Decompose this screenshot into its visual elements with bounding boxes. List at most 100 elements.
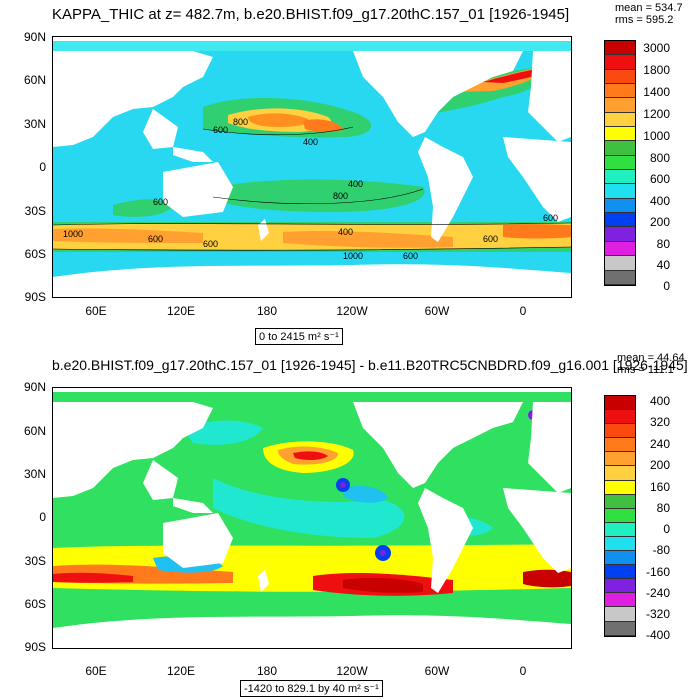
panel2-colorbar — [604, 395, 636, 637]
colorbar-label: 0 — [663, 279, 670, 293]
colorbar-swatch — [605, 508, 635, 523]
lon-tick: 60E — [85, 304, 107, 318]
colorbar-label: 320 — [649, 415, 670, 429]
contour-label: 1000 — [343, 251, 363, 261]
colorbar-swatch — [605, 579, 635, 594]
colorbar-swatch — [605, 466, 635, 481]
contour-label: 800 — [333, 191, 348, 201]
lon-tick: 0 — [519, 304, 527, 318]
contour-label: 600 — [203, 239, 218, 249]
colorbar-swatch — [605, 84, 635, 99]
colorbar-label: -320 — [645, 607, 670, 621]
colorbar-swatch — [605, 452, 635, 467]
colorbar-swatch — [605, 480, 635, 495]
colorbar-swatch — [605, 621, 635, 636]
lon-tick: 0 — [519, 664, 527, 678]
panel1-rms: rms = 595.2 — [615, 14, 674, 26]
contour-label: 400 — [338, 227, 353, 237]
panel2-map-svg — [53, 388, 571, 648]
contour-label: 600 — [483, 234, 498, 244]
lat-tick: 0 — [39, 160, 46, 174]
lat-tick: 30S — [24, 554, 46, 568]
colorbar-label: 80 — [656, 501, 670, 515]
colorbar-label: 400 — [649, 194, 670, 208]
lat-tick: 90S — [24, 640, 46, 654]
lon-tick: 180 — [256, 304, 278, 318]
colorbar-label: 1400 — [643, 85, 670, 99]
colorbar-swatch — [605, 227, 635, 242]
colorbar-label: 0 — [663, 522, 670, 536]
panel2-map — [52, 387, 572, 649]
colorbar-swatch — [605, 241, 635, 257]
contour-label: 400 — [348, 179, 363, 189]
contour-label: 600 — [148, 234, 163, 244]
colorbar-swatch — [605, 69, 635, 85]
colorbar-swatch — [605, 607, 635, 622]
colorbar-swatch — [605, 41, 635, 56]
colorbar-swatch — [605, 127, 635, 142]
lat-tick: 60S — [24, 247, 46, 261]
lon-tick: 60W — [424, 664, 450, 678]
colorbar-label: 400 — [649, 394, 670, 408]
lat-tick: 60N — [23, 424, 46, 438]
colorbar-swatch — [605, 256, 635, 271]
lon-tick: 120W — [336, 304, 368, 318]
contour-label: 600 — [213, 125, 228, 135]
colorbar-label: 200 — [649, 215, 670, 229]
colorbar-swatch — [605, 494, 635, 509]
colorbar-swatch — [605, 593, 635, 608]
panel2-mean: mean = 44.64 — [617, 352, 685, 364]
lon-tick: 120E — [166, 304, 196, 318]
colorbar-swatch — [605, 55, 635, 70]
lon-tick: 180 — [256, 664, 278, 678]
lon-tick: 60E — [85, 664, 107, 678]
colorbar-swatch — [605, 410, 635, 425]
colorbar-label: -400 — [645, 628, 670, 642]
colorbar-swatch — [605, 112, 635, 128]
colorbar-swatch — [605, 213, 635, 228]
contour-label: 800 — [233, 117, 248, 127]
colorbar-swatch — [605, 155, 635, 171]
panel2-range-label: -1420 to 829.1 by 40 m² s⁻¹ — [240, 680, 383, 697]
colorbar-label: 1800 — [643, 63, 670, 77]
contour-label: 600 — [543, 213, 558, 223]
contour-label: 1000 — [63, 229, 83, 239]
lat-tick: 30N — [23, 467, 46, 481]
colorbar-swatch — [605, 198, 635, 214]
colorbar-swatch — [605, 98, 635, 113]
lat-tick: 60S — [24, 597, 46, 611]
lat-tick: 0 — [39, 510, 46, 524]
colorbar-swatch — [605, 184, 635, 199]
lat-tick: 90N — [23, 380, 46, 394]
colorbar-label: 200 — [649, 458, 670, 472]
colorbar-label: -160 — [645, 565, 670, 579]
lon-tick: 60W — [424, 304, 450, 318]
contour-label: 400 — [303, 137, 318, 147]
lat-tick: 60N — [23, 73, 46, 87]
contour-label: 600 — [403, 251, 418, 261]
lat-tick: 30S — [24, 204, 46, 218]
colorbar-swatch — [605, 522, 635, 537]
colorbar-label: 240 — [649, 437, 670, 451]
colorbar-swatch — [605, 565, 635, 580]
colorbar-swatch — [605, 170, 635, 185]
colorbar-label: 80 — [656, 237, 670, 251]
panel1-map-svg: 800 600 400 400 800 600 600 1000 600 600… — [53, 37, 571, 297]
colorbar-label: 600 — [649, 172, 670, 186]
panel1-map: 800 600 400 400 800 600 600 1000 600 600… — [52, 36, 572, 298]
colorbar-label: -240 — [645, 586, 670, 600]
colorbar-swatch — [605, 141, 635, 156]
panel2-title: b.e20.BHIST.f09_g17.20thC.157_01 [1926-1… — [52, 357, 688, 373]
colorbar-label: -80 — [652, 543, 670, 557]
lat-tick: 30N — [23, 117, 46, 131]
lat-tick: 90S — [24, 290, 46, 304]
colorbar-swatch — [605, 396, 635, 411]
colorbar-swatch — [605, 270, 635, 285]
panel1-title: KAPPA_THIC at z= 482.7m, b.e20.BHIST.f09… — [52, 6, 570, 23]
lon-tick: 120W — [336, 664, 368, 678]
panel2-rms: rms = 111.1 — [617, 364, 674, 376]
panel1-mean: mean = 534.7 — [615, 2, 683, 14]
colorbar-swatch — [605, 438, 635, 453]
colorbar-label: 40 — [656, 258, 670, 272]
lat-tick: 90N — [23, 30, 46, 44]
